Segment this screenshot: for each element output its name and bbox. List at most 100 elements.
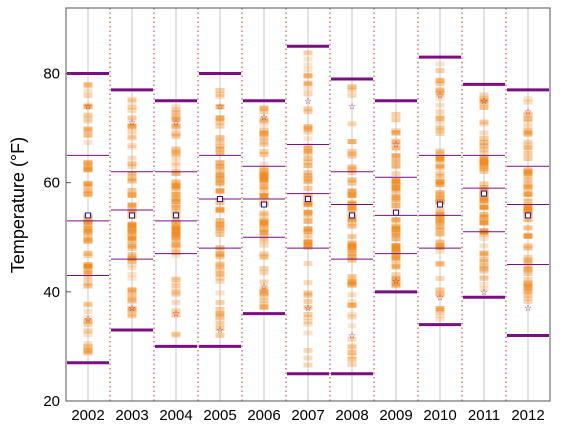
data-point [215,140,225,146]
data-point [435,102,445,108]
data-point [479,121,489,127]
data-point [127,311,137,317]
data-point [83,127,93,133]
data-point [479,286,489,292]
data-point [435,211,445,217]
p1-marker: ☆ [84,315,92,325]
data-point [523,168,533,174]
data-point [215,266,225,272]
data-point [215,218,225,224]
data-point [303,290,313,296]
data-point [347,281,357,287]
data-point [215,231,225,237]
data-point [171,332,181,338]
data-point [479,263,489,269]
data-point [391,263,401,269]
data-point [347,302,357,308]
x-tick-label: 2003 [115,407,148,424]
data-point [127,176,137,182]
p99-marker: ☆ [172,119,180,129]
data-point [435,244,445,250]
data-point [171,110,181,116]
data-point [523,144,533,150]
data-point [303,186,313,192]
data-point [523,146,533,152]
data-point [127,265,137,271]
data-point [523,284,533,290]
data-point [303,123,313,129]
data-point [391,129,401,135]
data-point [391,280,401,286]
data-point [127,144,137,150]
data-point [259,130,269,136]
data-point [303,86,313,92]
data-point [259,300,269,306]
data-point [435,119,445,125]
data-point [479,156,489,162]
data-point [259,217,269,223]
data-point [303,298,313,304]
data-point [391,153,401,159]
data-point [391,276,401,282]
data-point [303,143,313,149]
data-point [479,263,489,269]
data-point [303,202,313,208]
data-point [347,292,357,298]
data-point [391,153,401,159]
data-point [523,217,533,223]
data-point [83,183,93,189]
data-point [479,97,489,103]
data-point [127,296,137,302]
data-point [259,167,269,173]
data-point [479,211,489,217]
data-point [83,237,93,243]
data-point [127,122,137,128]
data-point [435,126,445,132]
data-point [303,330,313,336]
data-point [347,356,357,362]
data-point [347,283,357,289]
data-point [479,275,489,281]
data-point [259,251,269,257]
data-point [171,237,181,243]
p1-marker: ☆ [392,277,400,287]
data-point [171,276,181,282]
data-point [303,355,313,361]
data-point [215,104,225,110]
data-point [391,128,401,134]
data-point [391,111,401,117]
data-point [435,182,445,188]
data-point [347,201,357,207]
data-point [215,104,225,110]
data-point [347,151,357,157]
data-point [171,114,181,120]
data-point [303,123,313,129]
data-point [391,256,401,262]
data-point [127,259,137,265]
data-point [435,194,445,200]
data-point [303,67,313,73]
data-point [215,254,225,260]
data-point [83,222,93,228]
data-point [435,307,445,313]
data-point [215,139,225,145]
data-point [479,135,489,141]
data-point [215,87,225,93]
data-point [259,106,269,112]
data-point [303,50,313,56]
data-point [83,343,93,349]
data-point [435,154,445,160]
data-point [215,252,225,258]
data-point [171,225,181,231]
data-point [347,314,357,320]
data-point [215,275,225,281]
data-point [303,109,313,115]
data-point [391,283,401,289]
data-point [127,134,137,140]
x-tick-label: 2007 [291,407,324,424]
data-point [347,343,357,349]
data-point [259,184,269,190]
data-point [215,300,225,306]
data-point [127,293,137,299]
data-point [171,228,181,234]
